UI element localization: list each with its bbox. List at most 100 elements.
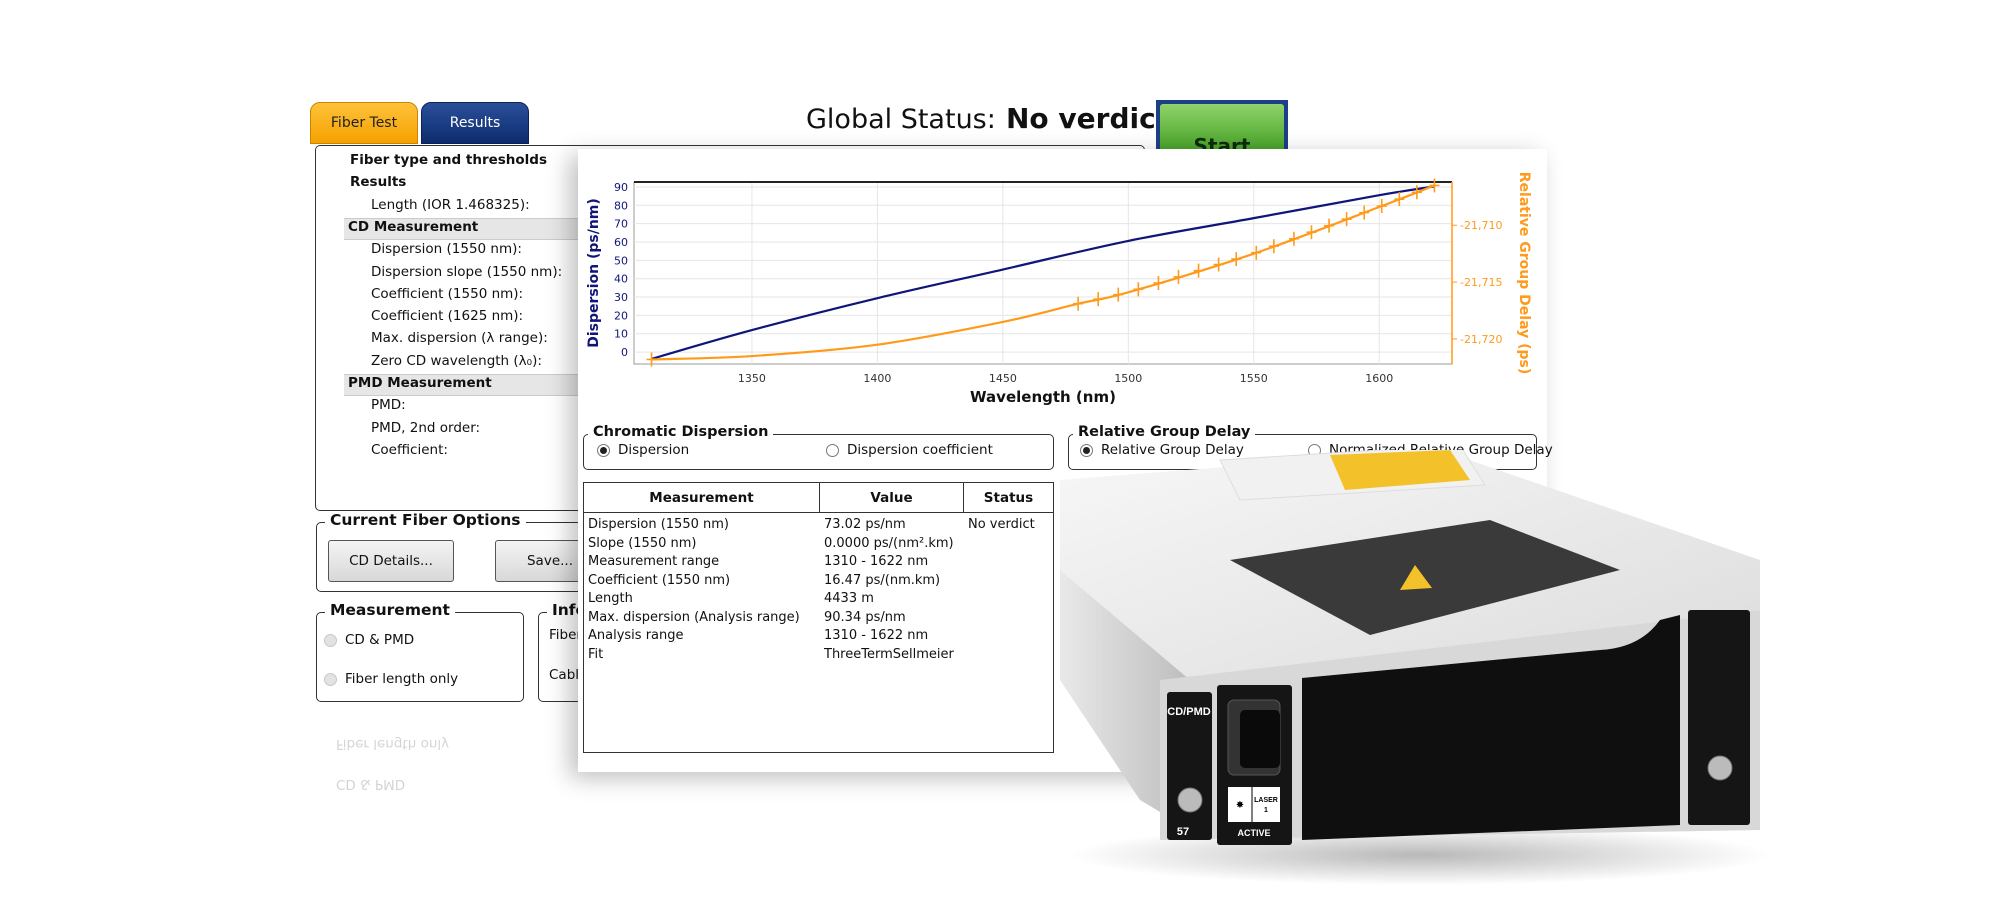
group-delay-marker xyxy=(1268,239,1279,254)
section-title: CD Measurement xyxy=(348,218,479,235)
info-cable-label: Cable xyxy=(549,667,588,683)
radio-circle xyxy=(826,443,839,457)
start-button[interactable]: Start xyxy=(1156,100,1288,160)
y-tick-label: 90 xyxy=(614,181,628,194)
tab-label: Fiber Test xyxy=(330,115,398,131)
measurement-cell: Measurement range xyxy=(588,554,720,569)
thumbscrew-right-icon xyxy=(1707,755,1733,781)
radio-dispersion[interactable]: Dispersion xyxy=(597,442,689,458)
start-label: Start xyxy=(1160,104,1284,158)
measurement-group: Measurement xyxy=(316,601,524,702)
section-title: Fiber type and thresholds xyxy=(350,152,548,168)
result-field-label: Dispersion slope (1550 nm): xyxy=(371,263,563,280)
group-delay-marker xyxy=(1193,263,1204,278)
column-header-status: Status xyxy=(964,483,1053,513)
column-header-measurement: Measurement xyxy=(584,483,820,513)
laser-number: 1 xyxy=(1264,807,1268,814)
result-field-label: PMD, 2nd order: xyxy=(371,419,481,436)
radio-cd-pmd[interactable]: CD & PMD xyxy=(324,632,414,648)
radio-label: Fiber length only xyxy=(345,671,459,687)
y-tick-label: 20 xyxy=(614,309,628,322)
result-field-label: Zero CD wavelength (λ₀): xyxy=(371,352,542,369)
result-field-label: Coefficient (1550 nm): xyxy=(371,285,524,302)
radio-relative-group-delay[interactable]: Relative Group Delay xyxy=(1080,442,1244,458)
group-delay-marker xyxy=(1411,185,1422,200)
radio-label: Dispersion coefficient xyxy=(847,442,993,458)
cd-details-button[interactable]: CD Details... xyxy=(328,540,454,582)
group-delay-marker xyxy=(1306,225,1317,240)
group-delay-marker xyxy=(1213,257,1224,272)
laser-warning-icon xyxy=(1400,565,1432,590)
group-delay-marker xyxy=(1153,276,1164,291)
y2-tick-label: -21,710 xyxy=(1460,219,1502,232)
y-tick-label: 0 xyxy=(621,346,628,359)
y2-tick-label: -21,720 xyxy=(1460,333,1502,346)
group-title: Chromatic Dispersion xyxy=(588,424,774,440)
dispersion-line xyxy=(651,185,1435,360)
column-header-value: Value xyxy=(820,483,964,513)
cd-pmd-module-photo: CD/PMD 57 ✸ LASER 1 ACTIVE xyxy=(1060,450,1770,885)
x-tick-label: 1350 xyxy=(738,372,766,385)
group-title: Measurement xyxy=(325,601,455,619)
y-tick-label: 40 xyxy=(614,273,628,286)
result-field-label: Length (IOR 1.468325): xyxy=(371,196,530,213)
radio-circle xyxy=(1080,443,1093,457)
tab-label: Results xyxy=(449,115,501,131)
radio-label: Relative Group Delay xyxy=(1101,442,1244,458)
value-cell: 1310 - 1622 nm xyxy=(824,554,929,569)
laser-icon: ✸ xyxy=(1236,800,1244,811)
active-label: ACTIVE xyxy=(1237,828,1270,838)
y-tick-label: 70 xyxy=(614,218,628,231)
value-cell: ThreeTermSellmeier xyxy=(824,646,954,662)
radio-dispersion-coefficient[interactable]: Dispersion coefficient xyxy=(826,442,993,458)
status-cell: No verdict xyxy=(968,517,1035,532)
x-axis-label: Wavelength (nm) xyxy=(970,388,1116,406)
y-tick-label: 30 xyxy=(614,291,628,304)
x-tick-label: 1550 xyxy=(1240,372,1268,385)
global-status-label: Global Status: xyxy=(806,104,996,135)
value-cell: 90.34 ps/nm xyxy=(824,609,906,625)
value-cell: 73.02 ps/nm xyxy=(824,517,906,532)
group-delay-marker xyxy=(1324,218,1335,233)
section-title: PMD Measurement xyxy=(348,375,492,391)
radio-circle xyxy=(324,633,337,647)
radio-label: CD & PMD xyxy=(345,632,415,648)
x-tick-label: 1500 xyxy=(1114,372,1142,385)
group-delay-marker xyxy=(1341,212,1352,227)
radio-circle xyxy=(597,443,610,457)
radio-circle xyxy=(324,672,337,686)
y-tick-label: 10 xyxy=(614,328,628,341)
warning-label xyxy=(1330,450,1470,490)
group-delay-marker xyxy=(1394,192,1405,207)
global-status-value: No verdict xyxy=(1006,102,1170,135)
module-handle xyxy=(1302,615,1680,840)
radio-fiber-length-only[interactable]: Fiber length only xyxy=(324,671,458,687)
x-tick-label: 1600 xyxy=(1365,372,1393,385)
group-delay-marker xyxy=(1376,199,1387,214)
group-title: Relative Group Delay xyxy=(1073,424,1256,440)
measurement-cell: Fit xyxy=(588,646,604,662)
measurement-cell: Length xyxy=(588,591,633,606)
group-delay-marker xyxy=(1359,205,1370,220)
measurement-cell: Slope (1550 nm) xyxy=(588,535,697,551)
tab-fiber-test[interactable]: Fiber Test xyxy=(310,102,418,144)
y-tick-label: 50 xyxy=(614,254,628,267)
group-delay-marker xyxy=(1231,252,1242,267)
group-delay-marker xyxy=(1133,282,1144,297)
y-tick-label: 60 xyxy=(614,236,628,249)
tab-results[interactable]: Results xyxy=(421,102,529,144)
y-axis-label: Dispersion (ps/nm) xyxy=(586,198,602,348)
section-title: Results xyxy=(350,174,407,191)
measurement-cell: Coefficient (1550 nm) xyxy=(588,572,731,588)
value-cell: 16.47 ps/(nm.km) xyxy=(824,572,941,588)
y2-axis-label: Relative Group Delay (ps) xyxy=(1516,171,1532,375)
chromatic-dispersion-group: Chromatic Dispersion xyxy=(583,424,1054,470)
group-delay-marker xyxy=(1173,269,1184,284)
group-delay-marker xyxy=(1073,296,1084,311)
y-tick-label: 80 xyxy=(614,199,628,212)
group-delay-marker xyxy=(1429,178,1440,193)
x-tick-label: 1400 xyxy=(863,372,891,385)
group-delay-line xyxy=(651,184,1435,361)
result-field-label: Coefficient (1625 nm): xyxy=(371,308,524,325)
